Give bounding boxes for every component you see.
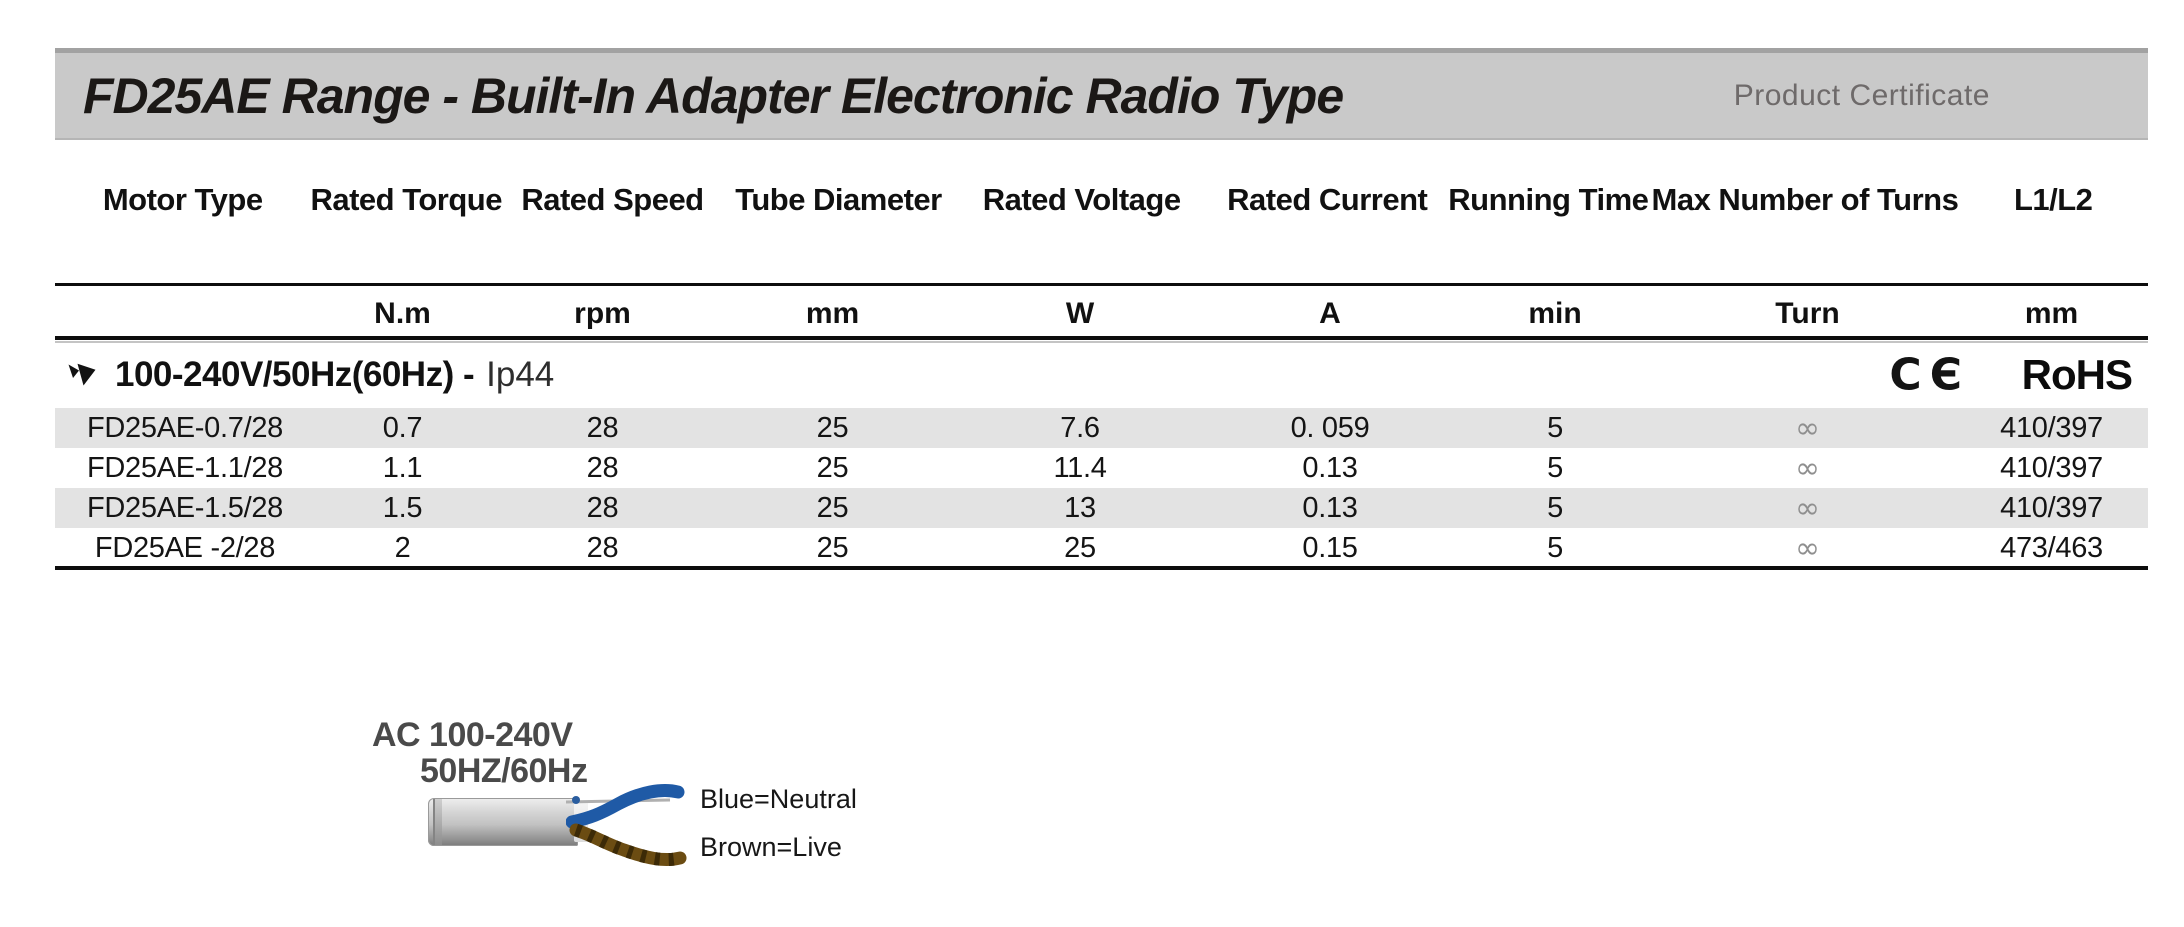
cell-rated-current: 0.15 <box>1302 531 1358 564</box>
cell-rated-current: 0. 059 <box>1290 411 1370 444</box>
table-row: FD25AE-0.7/28 0.7 28 25 7.6 0. 059 5 ∞ 4… <box>55 408 2148 448</box>
ce-mark: CЄ <box>1889 349 1970 401</box>
cell-l1-l2: 410/397 <box>2000 451 2103 484</box>
cell-max-turns: ∞ <box>1795 410 1820 446</box>
column-header: Rated Torque <box>310 182 502 217</box>
unit-cell: mm <box>805 297 860 330</box>
unit-cell: W <box>1065 297 1095 330</box>
wires-illustration <box>566 784 687 867</box>
cell-rated-torque: 1.5 <box>382 491 423 524</box>
voltage-section-label: 100-240V/50Hz(60Hz) - <box>115 355 475 394</box>
cell-tube-diameter: 25 <box>816 491 849 524</box>
cell-running-time: 5 <box>1547 411 1563 444</box>
cell-rated-speed: 28 <box>586 491 619 524</box>
table-body: FD25AE-0.7/28 0.7 28 25 7.6 0. 059 5 ∞ 4… <box>55 408 2148 568</box>
brown-wire-twist <box>573 823 682 867</box>
blue-wire-label: Blue=Neutral <box>700 784 857 814</box>
cell-rated-current: 0.13 <box>1302 491 1358 524</box>
cell-rated-torque: 0.7 <box>382 411 423 444</box>
cell-rated-voltage: 13 <box>1064 491 1096 524</box>
unit-cell: rpm <box>574 297 631 330</box>
column-header: Rated Voltage <box>982 182 1181 217</box>
cell-max-turns: ∞ <box>1795 450 1820 486</box>
cell-rated-speed: 28 <box>586 531 619 564</box>
cell-motor-type: FD25AE-0.7/28 <box>87 411 283 444</box>
cell-rated-voltage: 7.6 <box>1060 411 1100 444</box>
power-rating-label-line1: AC 100-240V <box>372 716 573 754</box>
voltage-section-row: 100-240V/50Hz(60Hz) - Ip44 CЄ RoHS <box>55 344 2148 406</box>
divider-shadow <box>55 341 2148 343</box>
brown-wire-label: Brown=Live <box>700 832 842 862</box>
cell-rated-torque: 2 <box>394 531 411 564</box>
cell-rated-voltage: 11.4 <box>1053 451 1107 484</box>
page-title: FD25AE Range - Built-In Adapter Electron… <box>83 67 1344 124</box>
cell-motor-type: FD25AE-1.1/28 <box>87 451 283 484</box>
blue-wire-dot <box>572 796 580 804</box>
cell-max-turns: ∞ <box>1795 530 1820 566</box>
cell-rated-current: 0.13 <box>1302 451 1358 484</box>
column-header: Motor Type <box>102 182 263 217</box>
cell-running-time: 5 <box>1547 491 1563 524</box>
column-header: Rated Speed <box>521 182 704 217</box>
column-header: Max Number of Turns <box>1651 182 1959 217</box>
cell-tube-diameter: 25 <box>816 451 849 484</box>
product-certificate-label: Product Certificate <box>1733 78 1990 112</box>
column-header: L1/L2 <box>2013 182 2093 217</box>
units-row: N.m rpm mm W A min Turn mm <box>55 294 2148 334</box>
table-row: FD25AE-1.5/28 1.5 28 25 13 0.13 5 ∞ 410/… <box>55 488 2148 528</box>
power-rating-label-line2: 50HZ/60Hz <box>420 752 588 790</box>
cell-rated-speed: 28 <box>586 451 619 484</box>
cell-l1-l2: 410/397 <box>2000 491 2103 524</box>
cell-rated-speed: 28 <box>586 411 619 444</box>
cell-tube-diameter: 25 <box>816 411 849 444</box>
cell-motor-type: FD25AE-1.5/28 <box>87 491 283 524</box>
column-header-row: Motor Type Rated Torque Rated Speed Tube… <box>55 178 2148 222</box>
header-bar: FD25AE Range - Built-In Adapter Electron… <box>55 48 2148 140</box>
corner-arrow-icon <box>68 363 96 386</box>
cell-running-time: 5 <box>1547 531 1563 564</box>
column-header: Running Time <box>1448 182 1649 217</box>
cell-motor-type: FD25AE -2/28 <box>94 531 276 564</box>
rohs-mark: RoHS <box>2021 351 2133 398</box>
column-header: Tube Diameter <box>735 182 942 217</box>
cell-running-time: 5 <box>1547 451 1563 484</box>
divider <box>55 283 2148 286</box>
cell-max-turns: ∞ <box>1795 490 1820 526</box>
cell-rated-torque: 1.1 <box>382 451 423 484</box>
unit-cell: N.m <box>374 297 431 330</box>
cell-tube-diameter: 25 <box>816 531 849 564</box>
cell-rated-voltage: 25 <box>1064 531 1096 564</box>
table-bottom-border <box>55 566 2148 570</box>
unit-cell: A <box>1319 297 1341 330</box>
unit-cell: min <box>1528 297 1582 330</box>
cell-l1-l2: 473/463 <box>2000 531 2103 564</box>
unit-cell: mm <box>2024 297 2079 330</box>
cell-l1-l2: 410/397 <box>2000 411 2103 444</box>
blue-wire <box>566 784 685 829</box>
column-header: Rated Current <box>1227 182 1428 217</box>
ip-grade-label: Ip44 <box>486 355 555 394</box>
unit-cell: Turn <box>1775 297 1840 330</box>
table-row: FD25AE-1.1/28 1.1 28 25 11.4 0.13 5 ∞ 41… <box>55 448 2148 488</box>
motor-cable-illustration <box>428 798 588 846</box>
table-row: FD25AE -2/28 2 28 25 25 0.15 5 ∞ 473/463 <box>55 528 2148 568</box>
divider <box>55 336 2148 340</box>
